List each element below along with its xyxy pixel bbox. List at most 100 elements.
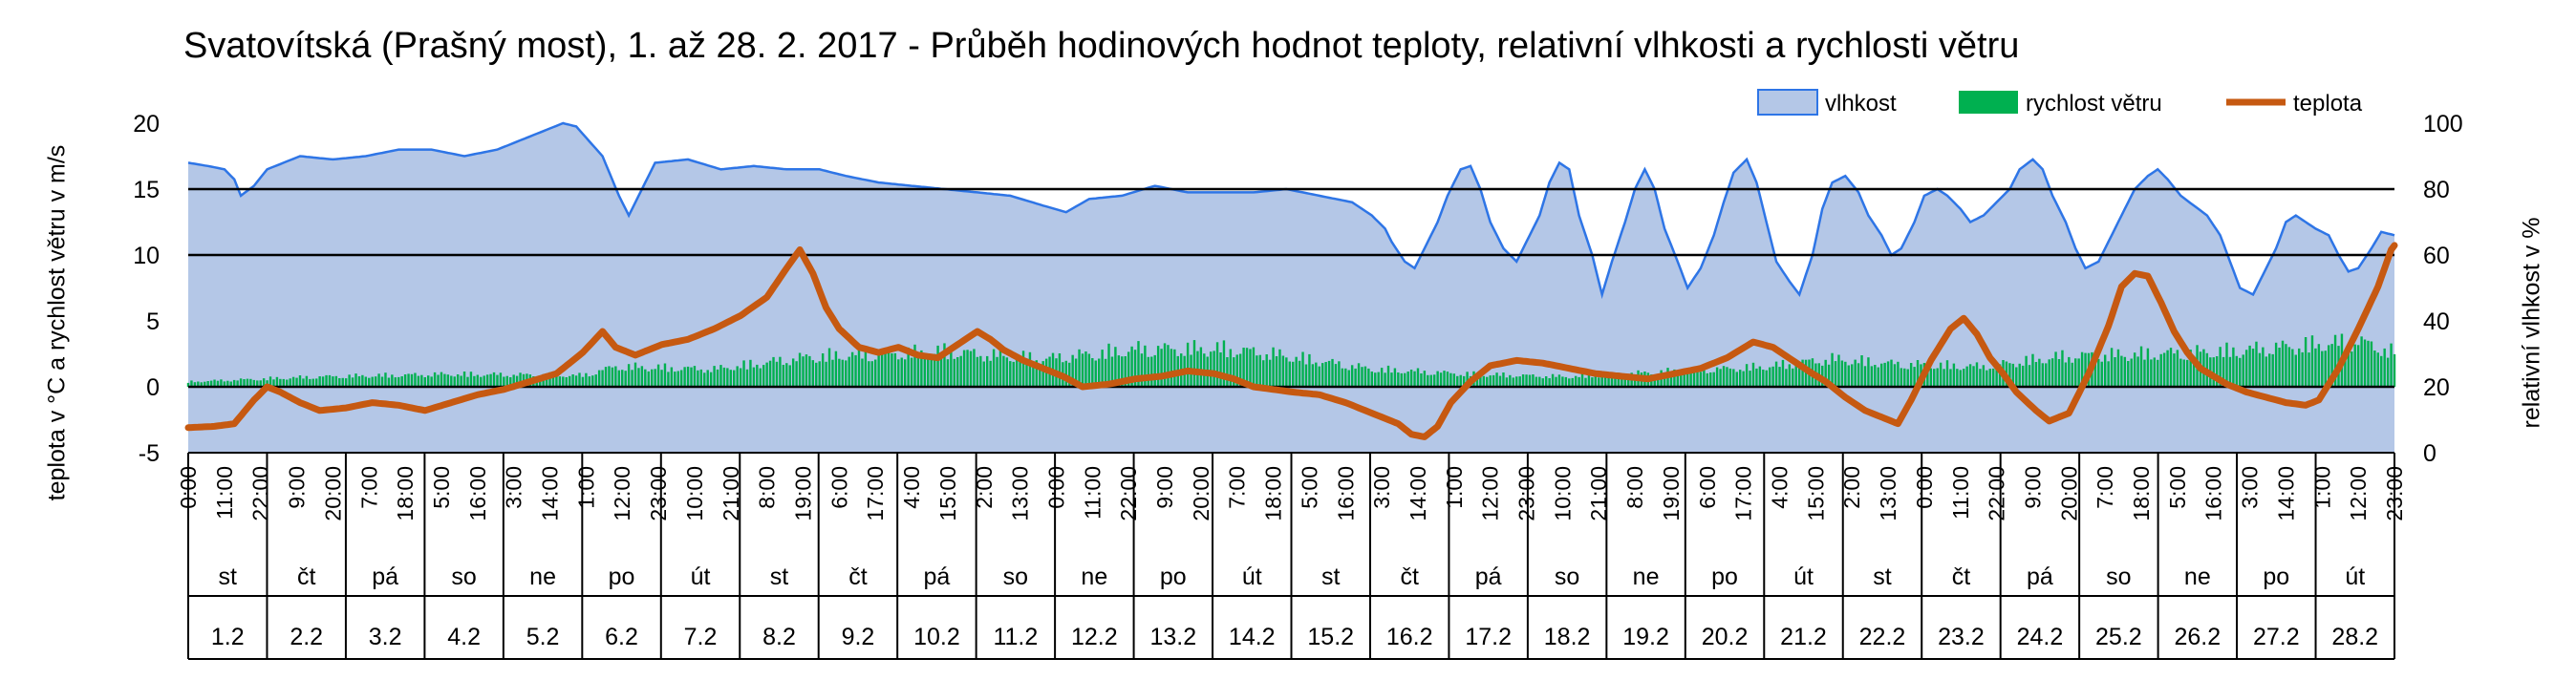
wind-bar: [400, 376, 403, 387]
wind-bar: [1692, 370, 1696, 387]
weekday-label: so: [1555, 563, 1579, 590]
wind-bar: [2356, 345, 2360, 387]
wind-bar: [739, 368, 742, 387]
wind-bar: [1509, 374, 1512, 387]
wind-bar: [1081, 353, 1084, 387]
wind-bar: [1669, 373, 1673, 387]
wind-bar: [2114, 357, 2116, 387]
wind-bar: [845, 360, 848, 387]
wind-bar: [608, 366, 611, 387]
wind-bar: [1998, 364, 2002, 387]
wind-bar: [633, 362, 637, 387]
temperature-line: [184, 242, 2398, 440]
wind-bar: [1883, 362, 1886, 387]
wind-bar: [2127, 361, 2130, 387]
wind-bar: [2146, 348, 2150, 387]
weekday-label: ne: [1081, 563, 1107, 590]
wind-bar: [2393, 353, 2396, 387]
wind-bar: [2041, 363, 2045, 387]
wind-bar: [1404, 372, 1406, 387]
wind-bar: [1384, 372, 1386, 387]
wind-bar: [1097, 358, 1101, 387]
wind-bar: [2068, 356, 2071, 387]
wind-bar: [1936, 368, 1939, 387]
wind-bar: [651, 369, 654, 387]
date-label: 20.2: [1702, 624, 1749, 650]
wind-bar: [1995, 362, 1998, 387]
wind-bar: [2120, 355, 2123, 387]
wind-bar: [1199, 347, 1203, 387]
date-label: 13.2: [1149, 624, 1196, 650]
wind-bar: [305, 375, 309, 387]
wind-bar: [1071, 354, 1074, 387]
wind-bar: [2100, 361, 2103, 387]
wind-bar: [850, 351, 854, 387]
date-label: 9.2: [842, 624, 875, 650]
wind-bar: [1292, 361, 1295, 387]
wind-bar: [2173, 353, 2176, 387]
wind-bar: [1663, 374, 1666, 387]
wind-bar: [446, 374, 450, 387]
wind-bar: [1462, 375, 1466, 387]
wind-bar: [1153, 354, 1156, 387]
x-tick-label: 18:00: [1261, 466, 1286, 521]
x-tick-label: 13:00: [1876, 466, 1900, 521]
wind-bar: [1751, 362, 1755, 387]
wind-bar: [476, 374, 480, 387]
wind-bar: [697, 370, 699, 387]
wind-bar: [2333, 334, 2337, 387]
wind-bar: [1265, 354, 1268, 387]
weekday-label: út: [2345, 563, 2365, 590]
wind-bar: [1074, 358, 1078, 387]
wind-bar: [1416, 368, 1420, 387]
wind-bar: [992, 349, 996, 387]
x-tick-label: 20:00: [1189, 466, 1213, 521]
wind-bar: [663, 363, 667, 387]
wind-bar: [1380, 368, 1384, 387]
wind-bar: [923, 355, 927, 387]
weekday-label: st: [219, 563, 238, 590]
wind-bar: [410, 373, 414, 387]
y-left-tick-label: 20: [133, 111, 160, 138]
x-tick-label: 14:00: [2273, 466, 2298, 521]
wind-bar: [2157, 359, 2159, 387]
wind-bar: [2291, 349, 2294, 387]
wind-bar: [907, 347, 910, 387]
wind-bar: [2021, 365, 2025, 387]
wind-bar: [1739, 370, 1742, 387]
wind-bar: [2071, 362, 2073, 387]
wind-bar: [2390, 343, 2393, 387]
wind-bar: [827, 348, 831, 387]
date-label: 15.2: [1307, 624, 1354, 650]
wind-bar: [1916, 360, 1920, 387]
wind-bar: [548, 372, 551, 387]
wind-bar: [1341, 368, 1344, 387]
date-label: 23.2: [1938, 624, 1985, 650]
wind-bar: [916, 353, 920, 387]
wind-bar: [2064, 362, 2068, 387]
wind-bar: [973, 349, 976, 387]
wind-bar: [2376, 352, 2379, 387]
wind-bar: [341, 377, 344, 387]
wind-bar: [469, 372, 473, 387]
wind-bar: [243, 379, 246, 387]
humidity-area: [188, 123, 2394, 453]
wind-bar: [480, 376, 483, 387]
wind-bar: [1578, 376, 1580, 387]
wind-bar: [1344, 368, 1347, 387]
wind-bar: [440, 372, 443, 387]
wind-bar: [930, 354, 933, 387]
wind-bar: [204, 381, 206, 387]
x-tick-label: 22:00: [1116, 466, 1141, 521]
weekday-label: čt: [1400, 563, 1419, 590]
wind-bar: [1975, 362, 1979, 387]
wind-bar: [1466, 372, 1469, 387]
x-tick-label: 8:00: [1622, 466, 1647, 509]
x-tick-label: 11:00: [1080, 466, 1105, 520]
wind-bar: [1133, 350, 1137, 387]
wind-bar: [503, 376, 505, 387]
wind-bar: [857, 347, 861, 387]
wind-bar: [2278, 348, 2281, 387]
wind-bar: [1837, 354, 1840, 387]
wind-bar: [644, 369, 647, 387]
